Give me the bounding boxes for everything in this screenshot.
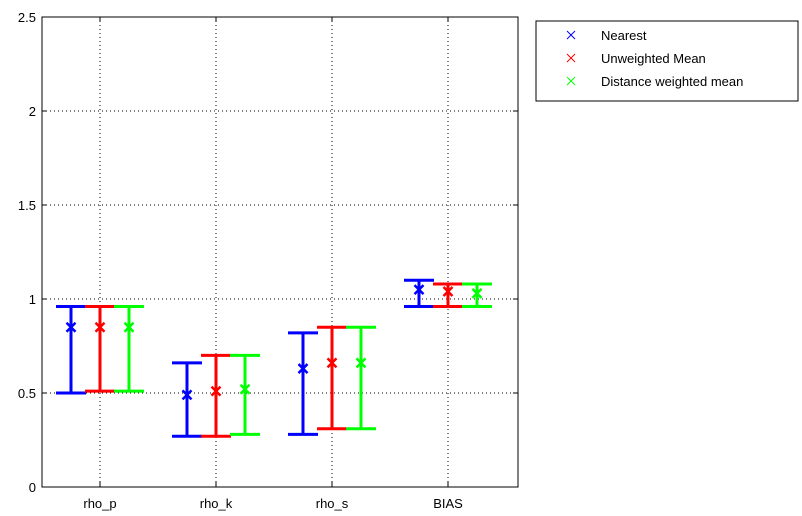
error-bar xyxy=(201,353,231,438)
data-point-marker xyxy=(210,385,222,397)
data-point-marker xyxy=(239,383,251,395)
error-bar xyxy=(346,325,376,431)
data-point-marker xyxy=(123,321,135,333)
y-tick-label: 2 xyxy=(29,104,36,119)
error-bar xyxy=(462,282,492,309)
error-bar xyxy=(288,331,318,436)
legend-marker xyxy=(566,76,576,86)
legend-marker xyxy=(566,30,576,40)
marker-stroke xyxy=(442,286,454,297)
y-tick-label: 2.5 xyxy=(18,10,36,25)
legend-label: Distance weighted mean xyxy=(601,74,743,89)
y-tick-label: 0 xyxy=(29,480,36,495)
marker-stroke xyxy=(471,287,483,299)
y-tick-label: 0.5 xyxy=(18,386,36,401)
marker-stroke xyxy=(297,363,309,374)
legend-entry: Distance weighted mean xyxy=(566,74,743,89)
marker-stroke xyxy=(413,284,425,295)
x-tick-label: rho_s xyxy=(316,496,349,511)
error-bar xyxy=(85,305,115,393)
error-bars xyxy=(56,278,492,438)
legend-label: Nearest xyxy=(601,28,647,43)
plot-frame xyxy=(41,16,519,488)
tick-labels: 0 0.5 1 1.5 2 2.5 rho_p rho_k rho_s BIAS xyxy=(18,10,463,511)
error-bar xyxy=(404,278,434,309)
x-tick-label: BIAS xyxy=(433,496,463,511)
y-tick-label: 1.5 xyxy=(18,198,36,213)
marker-stroke xyxy=(355,357,367,369)
legend-entry: Nearest xyxy=(566,28,647,43)
legend-marker xyxy=(566,53,576,63)
grid xyxy=(42,17,518,487)
data-point-marker xyxy=(442,286,454,297)
marker-stroke xyxy=(210,385,222,397)
error-bar xyxy=(172,361,202,438)
data-point-marker xyxy=(297,363,309,374)
error-bar xyxy=(230,353,260,436)
data-markers xyxy=(65,284,483,401)
marker-stroke xyxy=(94,321,106,333)
data-point-marker xyxy=(65,321,77,333)
marker-stroke xyxy=(65,321,77,333)
marker-stroke xyxy=(181,389,193,401)
marker-stroke xyxy=(239,383,251,395)
legend: Nearest Unweighted Mean Distance weighted … xyxy=(535,20,799,102)
marker-stroke xyxy=(326,357,338,369)
data-point-marker xyxy=(355,357,367,369)
error-bar xyxy=(433,282,463,309)
error-bar xyxy=(317,325,347,431)
error-bar xyxy=(114,305,144,393)
legend-box xyxy=(535,20,799,102)
legend-entry: Unweighted Mean xyxy=(566,51,706,66)
y-tick-label: 1 xyxy=(29,292,36,307)
data-point-marker xyxy=(413,284,425,295)
data-point-marker xyxy=(471,287,483,299)
data-point-marker xyxy=(181,389,193,401)
error-bar xyxy=(56,305,86,395)
x-tick-label: rho_k xyxy=(200,496,233,511)
x-tick-label: rho_p xyxy=(83,496,116,511)
data-point-marker xyxy=(326,357,338,369)
data-point-marker xyxy=(94,321,106,333)
legend-label: Unweighted Mean xyxy=(601,51,706,66)
marker-stroke xyxy=(123,321,135,333)
